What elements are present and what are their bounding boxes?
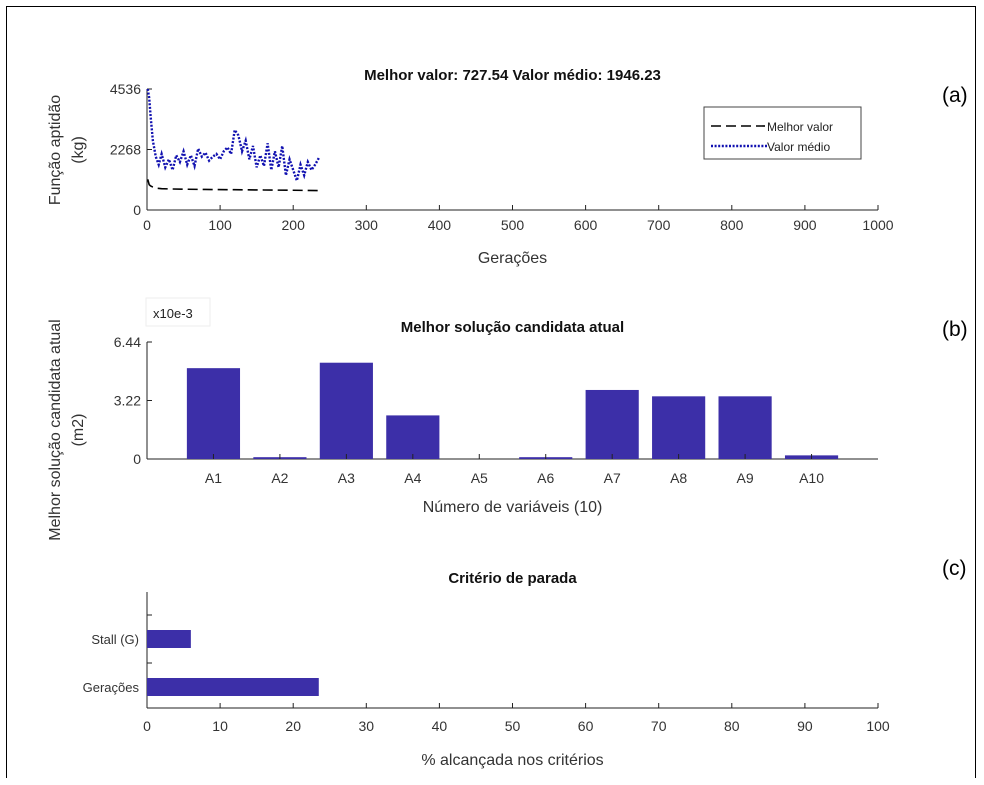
tick-label-b-x-3: A4: [404, 470, 421, 486]
chart-a-ylabel-1: Função aptidão: [47, 95, 64, 205]
bar-b-A3: [319, 362, 373, 459]
panel-label-b: (b): [942, 318, 968, 341]
tick-label-c-y-1: Stall (G): [91, 632, 139, 647]
tick-label-a-x-3: 300: [355, 217, 379, 233]
figure-frame: [6, 6, 976, 778]
bar-b-A8: [652, 396, 706, 459]
tick-label-b-x-9: A10: [799, 470, 824, 486]
bar-b-A7: [585, 389, 639, 459]
tick-label-c-x-2: 20: [285, 718, 301, 734]
chart-b-xlabel: Número de variáveis (10): [423, 499, 603, 516]
tick-label-c-x-10: 100: [866, 718, 890, 734]
multiplier-box: [145, 297, 211, 327]
chart-a-title: Melhor valor: 727.54 Valor médio: 1946.2…: [364, 67, 661, 84]
tick-label-b-x-7: A8: [670, 470, 687, 486]
tick-label-b-x-8: A9: [737, 470, 754, 486]
tick-label-c-x-5: 50: [505, 718, 521, 734]
legend-a-label-mean: Valor médio: [767, 140, 830, 154]
tick-label-b-y-1: 3.22: [114, 393, 141, 409]
tick-label-b-x-1: A2: [271, 470, 288, 486]
bar-c-0: [147, 678, 319, 696]
tick-label-a-x-1: 100: [208, 217, 232, 233]
tick-label-a-x-0: 0: [143, 217, 151, 233]
tick-label-a-x-9: 900: [793, 217, 817, 233]
tick-label-a-y-2: 4536: [110, 81, 141, 97]
bar-b-A9: [718, 396, 772, 459]
chart-b-ylabel-1: Melhor solução candidata atual: [47, 319, 64, 540]
tick-label-b-x-6: A7: [604, 470, 621, 486]
tick-label-c-x-1: 10: [212, 718, 228, 734]
tick-label-b-x-5: A6: [537, 470, 554, 486]
chart-b-title: Melhor solução candidata atual: [401, 319, 624, 336]
tick-label-c-x-3: 30: [359, 718, 375, 734]
tick-label-c-x-0: 0: [143, 718, 151, 734]
tick-label-a-x-2: 200: [282, 217, 306, 233]
tick-label-c-x-7: 70: [651, 718, 667, 734]
tick-label-a-x-7: 700: [647, 217, 671, 233]
tick-label-b-y-0: 0: [133, 451, 141, 467]
tick-label-a-x-6: 600: [574, 217, 598, 233]
series-line-mean: [146, 88, 320, 186]
bar-b-A4: [386, 415, 440, 459]
tick-label-b-x-4: A5: [471, 470, 488, 486]
series-line-best: [146, 179, 319, 192]
panel-label-a: (a): [942, 84, 968, 107]
tick-label-c-x-9: 90: [797, 718, 813, 734]
tick-label-c-x-8: 80: [724, 718, 740, 734]
multiplier-label: x10e-3: [153, 306, 193, 321]
chart-b-ylabel-2: (m2): [70, 414, 87, 447]
chart-c-title: Critério de parada: [448, 570, 577, 587]
tick-label-b-x-0: A1: [205, 470, 222, 486]
legend-a-label-best: Melhor valor: [767, 120, 833, 134]
bar-c-1: [147, 630, 191, 648]
tick-label-a-y-1: 2268: [110, 142, 141, 158]
tick-label-a-x-10: 1000: [862, 217, 893, 233]
tick-label-c-x-4: 40: [432, 718, 448, 734]
chart-c-xlabel: % alcançada nos critérios: [421, 752, 603, 769]
tick-label-a-y-0: 0: [133, 202, 141, 218]
tick-label-a-x-8: 800: [720, 217, 744, 233]
chart-a-xlabel: Gerações: [478, 250, 547, 267]
tick-label-a-x-4: 400: [428, 217, 452, 233]
legend-a-box: [703, 106, 862, 160]
tick-label-c-x-6: 60: [578, 718, 594, 734]
tick-label-c-y-0: Gerações: [83, 680, 140, 695]
panel-label-c: (c): [942, 557, 967, 580]
chart-a-ylabel-2: (kg): [70, 136, 87, 164]
tick-label-b-y-2: 6.44: [114, 334, 141, 350]
tick-label-a-x-5: 500: [501, 217, 525, 233]
tick-label-b-x-2: A3: [338, 470, 355, 486]
bar-b-A1: [186, 368, 241, 459]
